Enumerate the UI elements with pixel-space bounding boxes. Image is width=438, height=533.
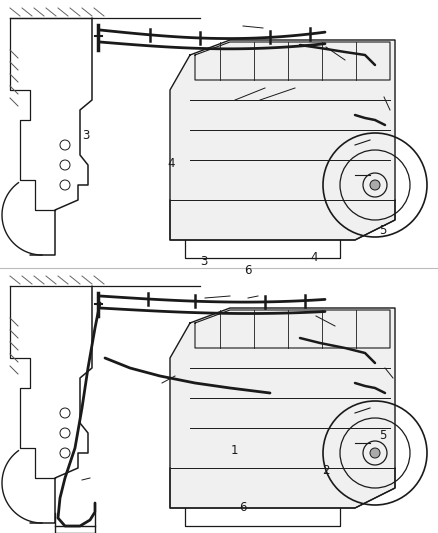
- Text: 5: 5: [380, 430, 387, 442]
- Polygon shape: [170, 40, 395, 240]
- Text: 3: 3: [200, 255, 207, 268]
- Text: 6: 6: [244, 264, 252, 277]
- Text: 4: 4: [311, 251, 318, 264]
- Text: 3: 3: [82, 130, 89, 142]
- Text: 5: 5: [380, 224, 387, 237]
- Text: 1: 1: [230, 444, 238, 457]
- Text: 4: 4: [167, 157, 175, 170]
- Circle shape: [370, 448, 380, 458]
- Circle shape: [370, 180, 380, 190]
- Polygon shape: [170, 308, 395, 508]
- Text: 2: 2: [322, 464, 330, 477]
- Text: 6: 6: [239, 501, 247, 514]
